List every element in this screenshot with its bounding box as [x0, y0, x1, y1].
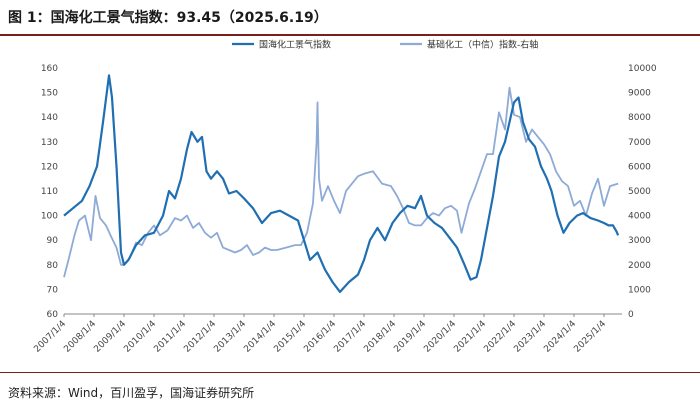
- legend-label-chemical-index: 基础化工（中信）指数-右轴: [427, 39, 538, 51]
- y-left-tick-label: 70: [47, 285, 59, 295]
- y-right-tick-label: 7000: [628, 138, 651, 148]
- legend-label-index: 国海化工景气指数: [259, 39, 331, 51]
- y-right-tick-label: 8000: [628, 113, 651, 123]
- y-right-tick-label: 6000: [628, 162, 651, 172]
- source-divider: [0, 372, 700, 373]
- figure-title-bar: 图 1：国海化工景气指数：93.45（2025.6.19）: [0, 0, 700, 34]
- y-right-tick-label: 1000: [628, 285, 651, 295]
- y-left-tick-label: 90: [47, 236, 59, 246]
- y-left-tick-label: 80: [47, 261, 59, 271]
- source-note: 资料来源：Wind，百川盈孚，国海证券研究所: [8, 386, 255, 400]
- y-right-tick-label: 0: [628, 310, 634, 320]
- figure-title: 图 1：国海化工景气指数：93.45（2025.6.19）: [8, 10, 328, 26]
- chart-area: 60 70 80 90 100 110 120 130 140 150 160 0 1000 2000 30…: [32, 39, 657, 355]
- title-divider: [0, 34, 700, 36]
- y-left-tick-label: 150: [41, 89, 58, 99]
- x-tick-label: 2025/1/4: [572, 319, 608, 355]
- series-line-chemical-index: [63, 86, 619, 278]
- y-right-tick-label: 2000: [628, 261, 651, 271]
- series-line-index: [63, 74, 620, 293]
- y-left-tick-label: 110: [41, 187, 58, 197]
- y-left-tick-label: 140: [41, 113, 58, 123]
- y-left-tick-label: 60: [47, 310, 59, 320]
- y-right-tick-label: 9000: [628, 89, 651, 99]
- y-left-tick-label: 100: [41, 212, 58, 222]
- y-left-tick-label: 120: [41, 162, 58, 172]
- y-right-tick-label: 5000: [628, 187, 651, 197]
- y-right-tick-label: 3000: [628, 236, 651, 246]
- y-left-tick-label: 130: [41, 138, 58, 148]
- y-right-tick-label: 10000: [628, 64, 657, 74]
- y-right-tick-label: 4000: [628, 212, 651, 222]
- y-left-tick-label: 160: [41, 64, 58, 74]
